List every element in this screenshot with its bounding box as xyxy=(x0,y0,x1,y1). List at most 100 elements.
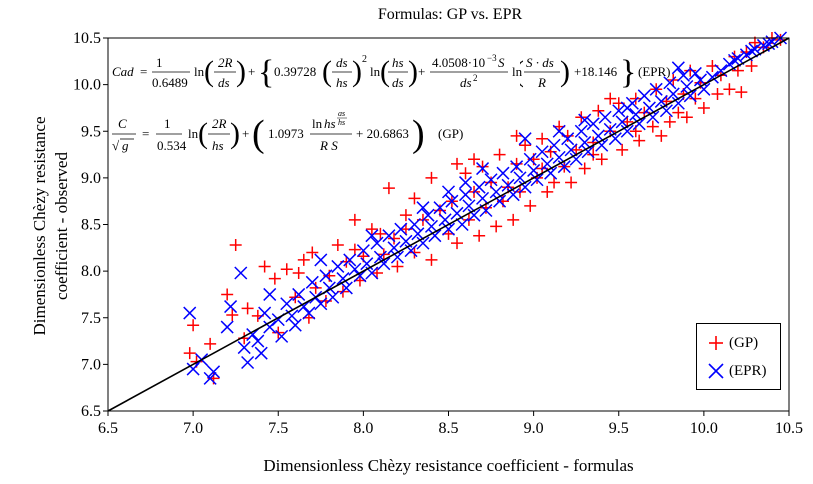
data-point-epr xyxy=(433,201,447,215)
data-point-gp xyxy=(689,92,702,105)
data-point-gp xyxy=(672,106,685,119)
data-point-epr xyxy=(394,222,408,236)
y-tick-label: 8.5 xyxy=(81,217,101,234)
data-point-gp xyxy=(493,148,506,161)
data-point-epr xyxy=(254,346,268,360)
svg-text:+: + xyxy=(242,126,249,141)
svg-text:=: = xyxy=(142,126,149,141)
data-point-gp xyxy=(204,337,217,350)
svg-text:ds: ds xyxy=(460,75,472,90)
data-point-epr xyxy=(666,87,680,101)
svg-text:{: { xyxy=(258,54,274,91)
data-point-epr xyxy=(297,300,311,314)
x-marker-icon xyxy=(708,363,724,379)
y-tick-label: 6.5 xyxy=(81,403,101,420)
data-point-epr xyxy=(339,281,353,295)
data-point-gp xyxy=(187,319,200,332)
svg-text:}: } xyxy=(620,54,636,91)
data-point-epr xyxy=(203,371,217,385)
data-point-gp xyxy=(348,213,361,226)
data-point-gp xyxy=(735,86,748,99)
svg-text:(: ( xyxy=(380,55,390,88)
data-point-gp xyxy=(388,232,401,245)
svg-text:ln: ln xyxy=(312,116,323,131)
data-point-epr xyxy=(493,194,507,208)
svg-text:(: ( xyxy=(322,55,332,88)
svg-text:−3: −3 xyxy=(487,53,497,63)
data-point-epr xyxy=(552,124,566,138)
svg-text:=: = xyxy=(140,64,147,79)
data-point-gp xyxy=(348,243,361,256)
svg-text:hs: hs xyxy=(212,138,224,153)
x-tick-label: 6.5 xyxy=(98,420,118,437)
svg-text:+: + xyxy=(248,64,255,79)
x-tick-label: 7.0 xyxy=(183,420,203,437)
data-point-gp xyxy=(697,101,710,114)
data-point-gp xyxy=(331,239,344,252)
data-point-epr xyxy=(326,290,340,304)
data-point-epr xyxy=(683,89,697,103)
data-point-gp xyxy=(280,263,293,276)
legend-label-gp: (GP) xyxy=(729,334,759,351)
svg-text:S · ds: S · ds xyxy=(526,55,554,70)
y-tick-label: 9.0 xyxy=(81,170,101,187)
data-point-epr xyxy=(458,188,473,202)
data-point-gp xyxy=(595,153,608,166)
data-point-epr xyxy=(680,79,694,94)
data-point-gp xyxy=(268,272,281,285)
data-point-epr xyxy=(731,51,745,66)
data-point-epr xyxy=(319,269,333,283)
data-point-gp xyxy=(684,64,697,77)
data-point-epr xyxy=(714,64,728,78)
data-point-epr xyxy=(513,171,527,185)
plus-marker-icon xyxy=(709,336,723,350)
data-point-epr xyxy=(390,250,404,264)
data-point-epr xyxy=(574,124,588,138)
data-point-gp xyxy=(510,157,523,170)
data-point-epr xyxy=(455,217,469,232)
data-point-gp xyxy=(490,220,503,233)
data-point-gp xyxy=(309,281,322,294)
data-point-epr xyxy=(370,236,384,250)
data-point-epr xyxy=(377,257,391,271)
data-point-gp xyxy=(473,229,486,242)
data-point-gp xyxy=(306,246,319,259)
svg-text:ds: ds xyxy=(392,75,404,90)
data-point-epr xyxy=(302,306,316,320)
data-point-gp xyxy=(425,171,438,184)
data-point-epr xyxy=(428,229,442,243)
data-point-epr xyxy=(441,222,456,236)
data-point-epr xyxy=(697,82,711,96)
data-point-epr xyxy=(586,117,600,131)
data-point-gp xyxy=(408,246,421,259)
data-point-epr xyxy=(246,328,260,342)
svg-text:): ) xyxy=(230,117,240,150)
data-point-epr xyxy=(407,217,421,232)
data-point-epr xyxy=(305,275,319,289)
reference-line xyxy=(107,37,790,412)
data-point-gp xyxy=(451,157,464,170)
data-point-epr xyxy=(441,185,456,199)
data-point-epr xyxy=(416,236,430,250)
svg-text:S: S xyxy=(498,55,505,70)
data-point-epr xyxy=(416,201,430,215)
data-point-epr xyxy=(510,160,524,174)
data-point-epr xyxy=(343,253,357,267)
x-tick-label: 8.5 xyxy=(439,420,459,437)
data-point-epr xyxy=(365,229,379,243)
svg-text:C: C xyxy=(118,116,127,131)
data-point-epr xyxy=(356,244,370,258)
data-point-epr xyxy=(207,365,221,379)
data-point-epr xyxy=(564,143,578,157)
data-point-gp xyxy=(565,176,578,189)
data-point-gp xyxy=(459,167,472,180)
data-point-epr xyxy=(578,135,592,149)
svg-text:2: 2 xyxy=(473,73,478,83)
data-point-epr xyxy=(523,152,537,166)
data-point-gp xyxy=(292,266,305,279)
data-point-epr xyxy=(258,306,272,320)
data-point-gp xyxy=(365,223,378,236)
x-tick-label: 10.0 xyxy=(690,420,718,437)
data-point-epr xyxy=(472,180,486,194)
